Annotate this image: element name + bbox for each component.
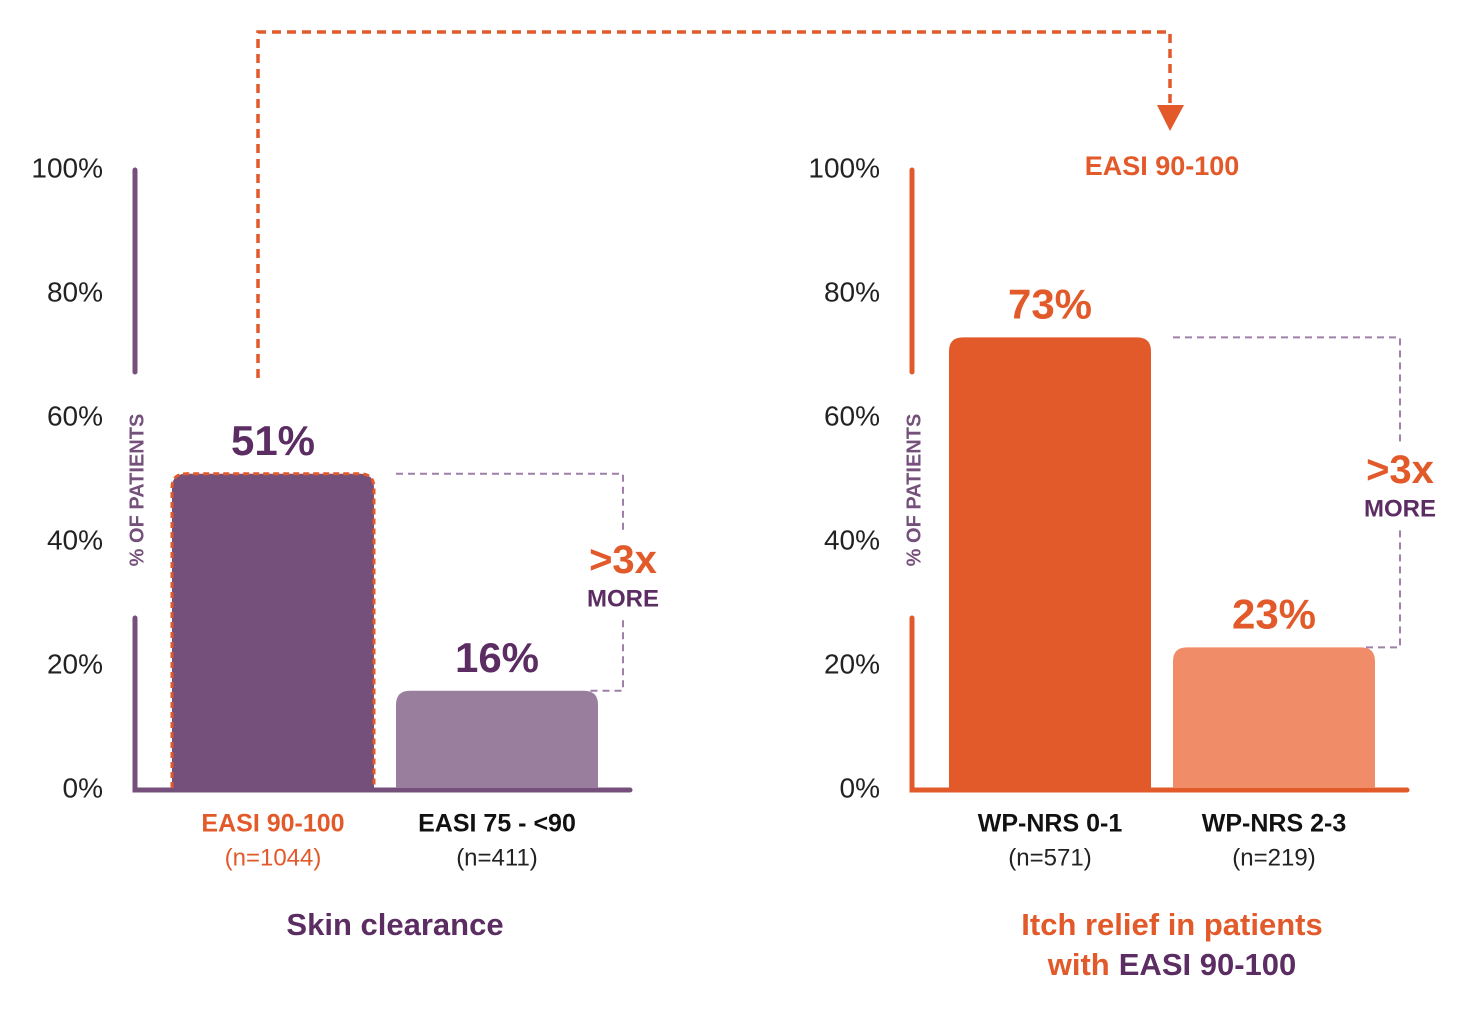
- y-tick-label: 60%: [824, 400, 880, 431]
- y-tick-label: 40%: [47, 524, 103, 555]
- category-note: (n=411): [456, 844, 538, 871]
- y-tick-label: 20%: [824, 648, 880, 679]
- x-tick-label: EASI 75 - <90: [418, 810, 576, 838]
- y-axis: [132, 167, 633, 793]
- y-tick-label: 0%: [63, 772, 103, 803]
- category-note: (n=1044): [225, 844, 322, 871]
- value-label: 73%: [1008, 280, 1092, 327]
- x-tick-label: EASI 90-100: [201, 810, 344, 838]
- category-note: (n=571): [1008, 844, 1091, 871]
- y-tick-label: 100%: [31, 152, 103, 183]
- header: EASI 90-100: [1085, 151, 1240, 181]
- connector-arrow: [1157, 105, 1184, 131]
- annotation: >3x: [1366, 448, 1434, 492]
- value-label: 23%: [1232, 590, 1316, 637]
- y-axis-label: % OF PATIENTS: [903, 414, 925, 567]
- y-tick-label: 20%: [47, 648, 103, 679]
- y-axis: [909, 167, 1410, 793]
- chart-title-part: EASI 90-100: [1119, 947, 1297, 982]
- bar-highlight: [170, 472, 376, 788]
- comparison-bracket: [1173, 336, 1401, 649]
- category-note: (n=219): [1232, 844, 1315, 871]
- value-label: 51%: [231, 417, 315, 464]
- y-tick-label: 80%: [47, 276, 103, 307]
- chart-title: Skin clearance: [286, 907, 503, 942]
- bar: [1173, 647, 1375, 788]
- annotation: MORE: [587, 586, 659, 613]
- y-tick-label: 100%: [808, 152, 880, 183]
- y-tick-label: 60%: [47, 400, 103, 431]
- annotation: >3x: [589, 538, 657, 582]
- bar: [949, 337, 1151, 788]
- chart-title: Itch relief in patients: [1021, 907, 1322, 942]
- y-tick-label: 0%: [840, 772, 880, 803]
- connector: [256, 30, 1172, 378]
- x-tick-label: WP-NRS 0-1: [978, 810, 1123, 838]
- comparison-bracket: [396, 472, 624, 692]
- bar: [396, 690, 598, 788]
- value-label: 16%: [455, 634, 539, 681]
- y-axis-label: % OF PATIENTS: [126, 414, 148, 567]
- y-tick-label: 80%: [824, 276, 880, 307]
- chart-title-part: with: [1047, 947, 1110, 982]
- chart-title: with EASI 90-100: [1047, 947, 1297, 982]
- x-tick-label: WP-NRS 2-3: [1202, 810, 1346, 838]
- bar: [172, 473, 374, 788]
- y-tick-label: 40%: [824, 524, 880, 555]
- annotation: MORE: [1364, 496, 1436, 523]
